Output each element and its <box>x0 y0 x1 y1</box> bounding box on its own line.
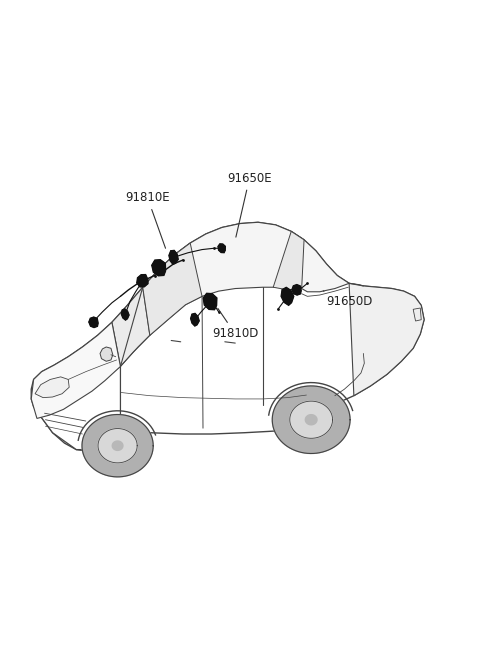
Polygon shape <box>98 428 137 463</box>
PathPatch shape <box>273 231 304 290</box>
PathPatch shape <box>143 243 202 335</box>
Text: 91810D: 91810D <box>212 309 258 341</box>
PathPatch shape <box>349 284 424 396</box>
Polygon shape <box>82 415 153 477</box>
Text: 91810E: 91810E <box>125 191 170 248</box>
PathPatch shape <box>143 222 349 335</box>
Polygon shape <box>152 260 166 276</box>
PathPatch shape <box>34 366 120 449</box>
PathPatch shape <box>112 288 150 366</box>
Polygon shape <box>121 309 129 320</box>
Polygon shape <box>290 401 333 438</box>
PathPatch shape <box>31 222 424 451</box>
Text: 91650D: 91650D <box>323 291 372 308</box>
Polygon shape <box>218 244 225 253</box>
PathPatch shape <box>413 308 421 321</box>
Polygon shape <box>89 317 98 328</box>
Polygon shape <box>292 285 301 295</box>
Polygon shape <box>272 386 350 453</box>
PathPatch shape <box>31 322 120 419</box>
Polygon shape <box>191 313 199 326</box>
Polygon shape <box>281 288 294 305</box>
Text: 91650E: 91650E <box>227 172 272 237</box>
Polygon shape <box>169 250 178 265</box>
Polygon shape <box>137 274 148 287</box>
Polygon shape <box>112 441 123 451</box>
Polygon shape <box>305 415 317 425</box>
PathPatch shape <box>35 377 69 398</box>
Polygon shape <box>204 293 217 310</box>
PathPatch shape <box>100 347 113 362</box>
